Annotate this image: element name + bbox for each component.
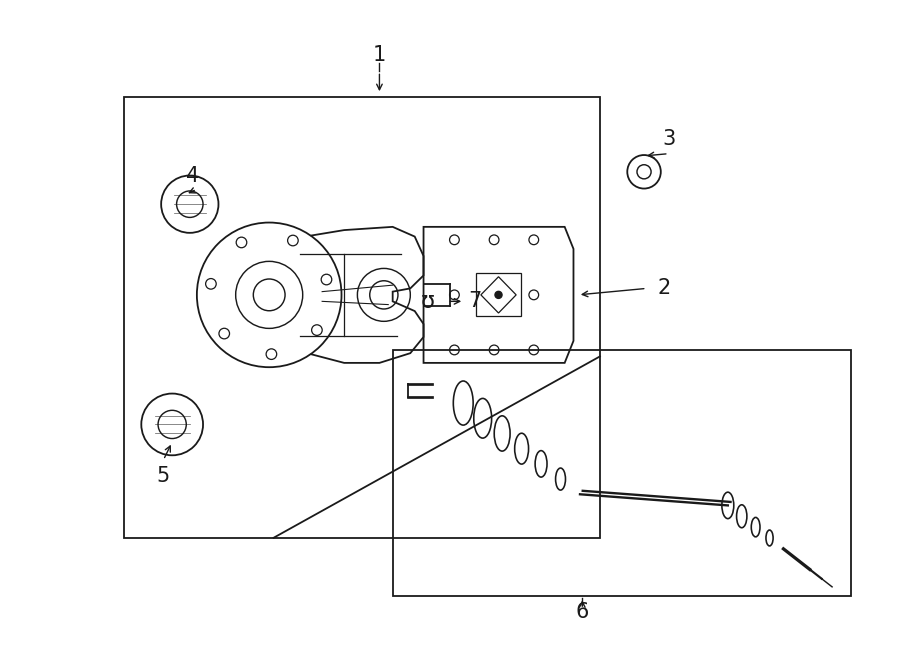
Text: 1: 1 — [373, 45, 386, 65]
Text: 6: 6 — [576, 602, 589, 622]
Bar — [123, 97, 600, 538]
Text: 2: 2 — [657, 278, 670, 298]
Text: 4: 4 — [185, 167, 199, 186]
Ellipse shape — [495, 292, 502, 298]
Text: 5: 5 — [157, 466, 170, 486]
Text: 7: 7 — [468, 292, 482, 311]
Text: ʊ: ʊ — [421, 290, 435, 313]
Bar — [392, 350, 851, 596]
Text: 3: 3 — [662, 130, 675, 149]
